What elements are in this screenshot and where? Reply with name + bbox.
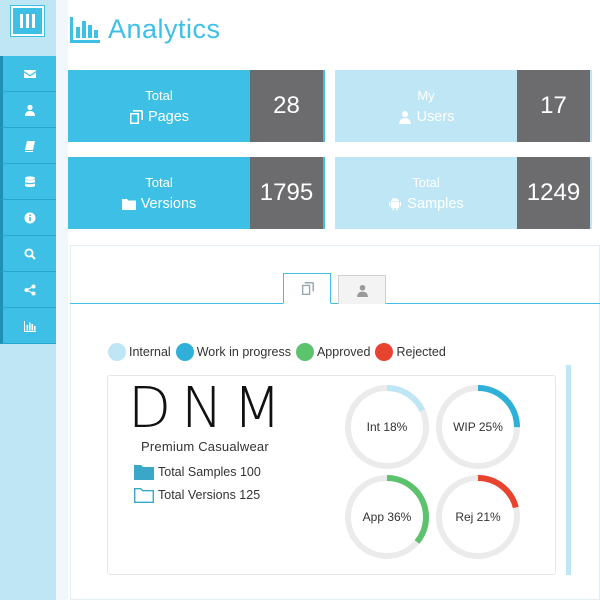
stat-card-pages[interactable]: Total Pages 28 bbox=[68, 70, 325, 142]
tab-users[interactable] bbox=[338, 275, 386, 304]
stat-card-main: Samples bbox=[388, 195, 464, 212]
stat-card-label: My Users bbox=[335, 70, 517, 142]
user-icon bbox=[24, 104, 35, 116]
stat-card-label: Total Versions bbox=[68, 157, 250, 229]
stat-card-value: 1795 bbox=[250, 157, 325, 229]
legend-dot bbox=[175, 343, 194, 361]
stat-card-main: Versions bbox=[121, 195, 197, 212]
stat-card-top: Total bbox=[145, 174, 173, 190]
stat-card-main-label: Pages bbox=[147, 108, 190, 125]
stat-card-top: Total bbox=[145, 87, 173, 103]
total-samples-row: Total Samples 100 bbox=[134, 464, 261, 480]
sidebar-nav bbox=[0, 56, 56, 344]
sidebar-item-database[interactable] bbox=[0, 164, 56, 200]
legend-dot bbox=[108, 343, 126, 361]
tab-pages[interactable] bbox=[283, 273, 331, 304]
stat-card-value: 17 bbox=[517, 70, 592, 142]
copy-icon bbox=[301, 282, 314, 295]
scrollbar[interactable] bbox=[566, 365, 571, 575]
menu-toggle-button[interactable] bbox=[10, 5, 45, 37]
bar-chart-icon bbox=[23, 320, 36, 332]
donut-chart bbox=[345, 385, 429, 469]
donut-arc bbox=[436, 475, 520, 559]
stat-card-value: 28 bbox=[250, 70, 325, 142]
brand-tagline: Premium Casualwear bbox=[141, 439, 269, 454]
stat-card-top: Total bbox=[412, 174, 440, 190]
menu-bars-icon bbox=[20, 14, 35, 28]
donut-arc bbox=[436, 385, 520, 469]
stat-card-versions[interactable]: Total Versions 1795 bbox=[68, 157, 325, 229]
legend-item-approved: Approved bbox=[295, 343, 371, 361]
legend-label: Work in progress bbox=[196, 345, 291, 359]
donut-label: Rej 21% bbox=[455, 510, 501, 524]
stat-card-main: Users bbox=[398, 108, 455, 125]
sidebar-item-book[interactable] bbox=[0, 128, 56, 164]
bar-chart-icon bbox=[70, 16, 100, 43]
legend-dot bbox=[295, 343, 314, 361]
donut-approved[interactable]: App 36% bbox=[344, 474, 430, 560]
copy-icon bbox=[129, 109, 143, 124]
donut-arc bbox=[345, 385, 429, 469]
stat-card-samples[interactable]: Total Samples 1249 bbox=[335, 157, 592, 229]
donut-label: Int 18% bbox=[366, 420, 408, 434]
sidebar-item-search[interactable] bbox=[0, 236, 56, 272]
donut-arc bbox=[345, 475, 429, 559]
stat-card-top: My bbox=[417, 87, 435, 103]
stat-card-main-label: Versions bbox=[140, 195, 197, 212]
folder-filled-icon bbox=[134, 465, 154, 480]
legend-label: Rejected bbox=[396, 345, 446, 359]
stat-card-main: Pages bbox=[129, 109, 189, 125]
android-icon bbox=[389, 197, 402, 210]
stat-card-value: 1249 bbox=[517, 157, 592, 229]
sidebar-item-messages[interactable] bbox=[0, 56, 56, 92]
legend-label: Approved bbox=[316, 345, 371, 359]
donut-internal[interactable]: Int 18% bbox=[344, 384, 430, 470]
sidebar-gutter bbox=[56, 0, 68, 600]
page-title: Analytics bbox=[70, 14, 221, 45]
total-versions-label: Total Versions 125 bbox=[158, 488, 261, 502]
stat-card-label: Total Samples bbox=[335, 157, 517, 229]
sidebar-item-info[interactable] bbox=[0, 200, 56, 236]
sidebar-item-users[interactable] bbox=[0, 92, 56, 128]
sidebar-item-share[interactable] bbox=[0, 272, 56, 308]
envelope-icon bbox=[23, 69, 36, 78]
sidebar-item-analytics[interactable] bbox=[0, 308, 56, 344]
folder-open-icon bbox=[134, 488, 154, 503]
info-icon bbox=[24, 212, 35, 223]
donut-rejected[interactable]: Rej 21% bbox=[435, 474, 521, 560]
search-icon bbox=[24, 248, 36, 260]
legend-item-internal: Internal bbox=[108, 343, 171, 361]
legend-dot bbox=[375, 343, 394, 361]
donut-chart bbox=[436, 385, 520, 469]
brand-logo: DNM bbox=[128, 376, 292, 441]
donut-label: App 36% bbox=[362, 510, 412, 524]
page-title-text: Analytics bbox=[108, 14, 221, 44]
book-icon bbox=[24, 140, 35, 152]
user-icon bbox=[398, 110, 411, 124]
donut-chart bbox=[345, 475, 429, 559]
share-icon bbox=[24, 284, 35, 295]
donut-wip[interactable]: WIP 25% bbox=[435, 384, 521, 470]
legend-item-rejected: Rejected bbox=[375, 343, 446, 361]
status-legend: Internal Work in progress Approved Rejec… bbox=[108, 343, 451, 361]
stat-card-label: Total Pages bbox=[68, 70, 250, 142]
brand-summary-card[interactable] bbox=[107, 375, 556, 575]
stat-card-main-label: Users bbox=[416, 108, 455, 125]
donut-label: WIP 25% bbox=[453, 420, 503, 434]
donut-chart bbox=[436, 475, 520, 559]
folder-icon bbox=[121, 198, 136, 210]
user-icon bbox=[356, 284, 368, 297]
total-samples-label: Total Samples 100 bbox=[158, 465, 261, 479]
legend-item-wip: Work in progress bbox=[175, 343, 291, 361]
tab-divider bbox=[70, 303, 600, 304]
stat-card-main-label: Samples bbox=[407, 195, 464, 212]
total-versions-row: Total Versions 125 bbox=[134, 487, 260, 503]
database-icon bbox=[24, 175, 35, 187]
legend-label: Internal bbox=[129, 345, 171, 359]
stat-card-users[interactable]: My Users 17 bbox=[335, 70, 592, 142]
